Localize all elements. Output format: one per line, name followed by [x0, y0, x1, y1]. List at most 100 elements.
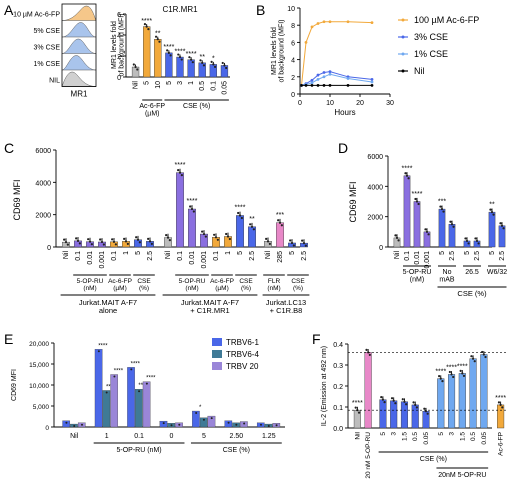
category-label: 0.01: [189, 251, 196, 265]
y-tick-label: 0: [379, 245, 383, 252]
data-point: [99, 238, 102, 241]
y-tick-label: 2: [291, 75, 295, 82]
significance-label: ****: [146, 376, 156, 382]
group-label: W6/32: [487, 269, 507, 276]
panel-letter-e: E: [4, 331, 13, 347]
data-point: [477, 242, 480, 245]
category-label: Nil: [394, 251, 401, 260]
data-point: [170, 424, 173, 427]
data-point: [492, 213, 495, 216]
category-label: 0.5: [412, 432, 419, 441]
bar: [448, 224, 456, 248]
legend-label: 3% CSE: [414, 32, 448, 42]
data-point: [467, 242, 470, 245]
panel-f-bar: 0.00.10.20.30.4****Nil 20 nM 5-OP-RU 5 3 1.5…: [321, 342, 506, 479]
y-axis-label: MR1 levels foldof background (MFI): [111, 13, 125, 76]
legend-swatch: [212, 362, 222, 370]
category-label: Nil: [70, 433, 79, 440]
data-point: [441, 380, 444, 383]
data-point: [80, 423, 83, 426]
group-label: CSE (%): [239, 278, 253, 292]
data-point: [461, 372, 464, 375]
category-label: 0.1: [213, 251, 220, 261]
data-point: [357, 411, 361, 414]
category-label: 5: [202, 433, 206, 440]
data-point: [156, 38, 159, 41]
bar: [437, 378, 445, 429]
data-point: [394, 234, 397, 237]
data-point: [238, 214, 242, 217]
data-point: [178, 55, 182, 59]
series-point: [304, 41, 308, 44]
y-tick-label: 8: [291, 23, 295, 30]
series-point: [316, 22, 320, 25]
data-point: [383, 401, 386, 404]
y-tick-label: 4000: [35, 180, 51, 187]
panel-letter-a: A: [4, 2, 14, 18]
significance-label: ****: [435, 369, 446, 376]
data-point: [452, 225, 455, 228]
group-label: FLR (nM): [267, 278, 280, 292]
y-tick-label: 0: [117, 75, 121, 82]
data-point: [78, 242, 81, 245]
bar: [165, 52, 173, 78]
data-point: [502, 227, 505, 230]
data-point: [390, 397, 394, 400]
y-axis-label: CD69 MFI: [12, 179, 22, 220]
data-point: [501, 406, 504, 409]
y-axis-label: MR1 levels foldof background (MFI): [271, 19, 285, 82]
panel-b-line: 0 2 4 6 8 10 0 10 20 30 Hours MR1 levels foldof bac…: [271, 6, 479, 117]
data-point: [147, 28, 150, 31]
data-point: [465, 239, 469, 243]
bar: [192, 410, 200, 428]
y-tick-label: 15,000: [29, 362, 49, 369]
significance-label: ***: [276, 212, 284, 219]
data-point: [266, 240, 270, 243]
significance-label: **: [155, 30, 161, 37]
data-point: [252, 228, 255, 231]
bar: [276, 222, 284, 248]
category-label: 0.01: [414, 251, 421, 265]
data-point: [449, 220, 452, 223]
x-tick-label: 30: [386, 100, 394, 107]
category-label: 0.001: [424, 251, 431, 269]
bar: [110, 374, 118, 428]
data-point: [260, 423, 263, 426]
data-point: [448, 370, 451, 374]
bar: [448, 374, 456, 429]
x-tick-label: 0: [298, 100, 302, 107]
y-tick-label: 5,000: [33, 404, 50, 411]
data-point: [214, 236, 218, 239]
data-point: [442, 210, 445, 213]
data-point: [424, 410, 428, 413]
bar: [62, 420, 70, 428]
data-point: [450, 373, 453, 376]
data-point: [365, 348, 368, 351]
y-tick-label: 4000: [367, 184, 383, 191]
group-label: 26.5: [465, 269, 479, 276]
panel-letter-c: C: [4, 140, 14, 156]
data-point: [414, 197, 417, 201]
data-point: [213, 65, 217, 68]
data-point: [426, 412, 429, 415]
data-point: [415, 406, 418, 409]
supergroup-label: Jurkat.LC13 + C1R.B8: [266, 298, 306, 315]
category-label: 5: [438, 432, 445, 436]
significance-label: ****: [175, 162, 186, 169]
bar: [480, 354, 488, 429]
series-point: [328, 84, 332, 87]
data-point: [397, 239, 400, 242]
category-label: 0.1: [75, 251, 82, 261]
series-point: [316, 73, 320, 77]
data-point: [394, 402, 397, 405]
data-point: [464, 237, 467, 240]
significance-label: ****: [163, 44, 174, 51]
data-point: [126, 242, 129, 245]
data-point: [278, 221, 282, 224]
series-point: [322, 20, 326, 24]
y-tick-label: 6000: [367, 154, 383, 161]
data-point: [499, 222, 502, 225]
bar: [458, 373, 466, 429]
group-label: 5-OP-RU (nM): [179, 278, 206, 292]
category-label: 3: [177, 81, 184, 85]
